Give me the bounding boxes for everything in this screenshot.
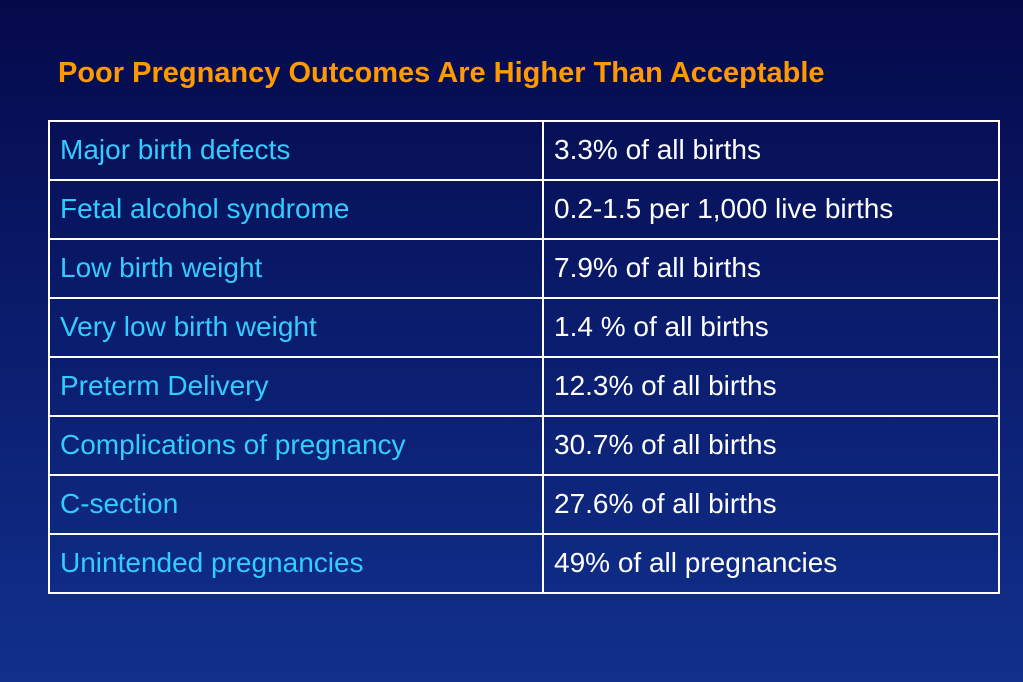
rate-cell: 49% of all pregnancies bbox=[542, 533, 1000, 594]
table-row: Unintended pregnancies 49% of all pregna… bbox=[48, 533, 1000, 594]
outcome-cell: Low birth weight bbox=[48, 238, 544, 299]
rate-cell: 0.2-1.5 per 1,000 live births bbox=[542, 179, 1000, 240]
rate-cell: 30.7% of all births bbox=[542, 415, 1000, 476]
rate-cell: 27.6% of all births bbox=[542, 474, 1000, 535]
rate-cell: 1.4 % of all births bbox=[542, 297, 1000, 358]
outcome-cell: Unintended pregnancies bbox=[48, 533, 544, 594]
table-row: C-section 27.6% of all births bbox=[48, 474, 1000, 535]
table-row: Major birth defects 3.3% of all births bbox=[48, 120, 1000, 181]
outcome-cell: C-section bbox=[48, 474, 544, 535]
table-row: Preterm Delivery 12.3% of all births bbox=[48, 356, 1000, 417]
rate-cell: 7.9% of all births bbox=[542, 238, 1000, 299]
table-row: Fetal alcohol syndrome 0.2-1.5 per 1,000… bbox=[48, 179, 1000, 240]
outcome-cell: Very low birth weight bbox=[48, 297, 544, 358]
slide-title: Poor Pregnancy Outcomes Are Higher Than … bbox=[58, 57, 825, 89]
rate-cell: 3.3% of all births bbox=[542, 120, 1000, 181]
rate-cell: 12.3% of all births bbox=[542, 356, 1000, 417]
outcome-cell: Major birth defects bbox=[48, 120, 544, 181]
outcomes-table: Major birth defects 3.3% of all births F… bbox=[48, 120, 1000, 594]
outcome-cell: Complications of pregnancy bbox=[48, 415, 544, 476]
table-row: Complications of pregnancy 30.7% of all … bbox=[48, 415, 1000, 476]
table-row: Very low birth weight 1.4 % of all birth… bbox=[48, 297, 1000, 358]
table-row: Low birth weight 7.9% of all births bbox=[48, 238, 1000, 299]
outcome-cell: Fetal alcohol syndrome bbox=[48, 179, 544, 240]
outcome-cell: Preterm Delivery bbox=[48, 356, 544, 417]
